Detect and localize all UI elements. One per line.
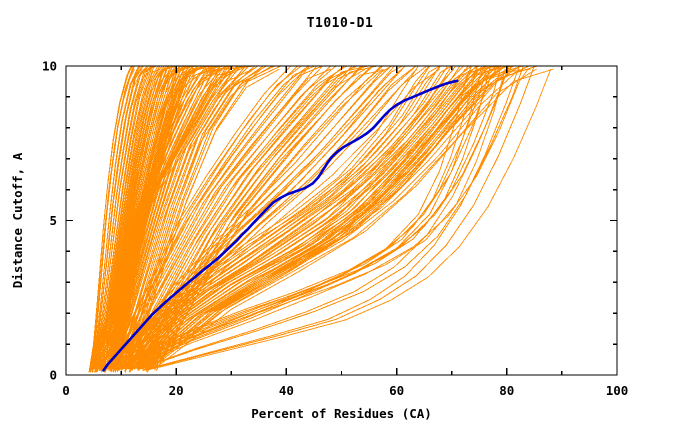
prediction-curve xyxy=(141,66,520,371)
prediction-curve xyxy=(108,66,189,371)
prediction-curves-group xyxy=(88,66,554,373)
x-tick-label: 80 xyxy=(499,383,514,398)
prediction-curve xyxy=(124,66,323,370)
prediction-curve xyxy=(123,66,486,370)
prediction-curve xyxy=(90,66,134,372)
prediction-curve xyxy=(106,66,230,370)
prediction-curve xyxy=(115,66,315,370)
prediction-curve xyxy=(150,66,538,370)
prediction-curve xyxy=(125,66,480,370)
prediction-curve xyxy=(101,66,230,369)
prediction-curve xyxy=(145,66,522,370)
prediction-curve xyxy=(141,66,499,370)
prediction-curve xyxy=(94,66,152,372)
prediction-curve xyxy=(127,66,267,369)
y-tick-label: 10 xyxy=(42,59,57,74)
prediction-curve xyxy=(138,66,491,370)
reference-curve xyxy=(102,79,459,372)
prediction-curve xyxy=(117,66,456,370)
prediction-curve xyxy=(122,66,472,370)
prediction-curve xyxy=(104,66,431,370)
prediction-curve xyxy=(133,66,499,367)
prediction-curve xyxy=(120,66,464,371)
prediction-curve xyxy=(91,66,140,371)
y-tick-label: 5 xyxy=(49,213,57,228)
prediction-curve xyxy=(148,68,537,370)
prediction-curve xyxy=(89,66,132,372)
prediction-curve xyxy=(138,66,510,370)
prediction-curve xyxy=(136,66,483,370)
x-tick-label: 20 xyxy=(169,383,184,398)
x-tick-label: 100 xyxy=(606,383,629,398)
prediction-curve xyxy=(134,66,513,367)
prediction-curve xyxy=(93,66,214,369)
prediction-curve xyxy=(112,66,249,373)
prediction-curve xyxy=(112,66,309,373)
prediction-curve xyxy=(114,66,382,367)
prediction-curve xyxy=(97,66,213,369)
x-tick-label: 0 xyxy=(62,383,70,398)
prediction-curve xyxy=(120,66,491,368)
prediction-curve xyxy=(139,66,524,370)
prediction-curve xyxy=(112,66,441,370)
prediction-curve xyxy=(109,66,292,370)
prediction-curve xyxy=(106,66,442,370)
prediction-curve xyxy=(106,66,226,369)
prediction-curve xyxy=(104,66,217,373)
prediction-curve xyxy=(125,66,488,368)
prediction-curve xyxy=(114,66,472,370)
prediction-curve xyxy=(130,66,496,370)
prediction-curve xyxy=(95,66,220,373)
x-axis-title: Percent of Residues (CA) xyxy=(251,406,432,421)
prediction-curve xyxy=(110,66,243,369)
prediction-curve xyxy=(126,66,502,368)
prediction-curve xyxy=(116,66,323,370)
prediction-curve xyxy=(120,66,478,368)
y-tick-label: 0 xyxy=(49,368,57,383)
prediction-curve xyxy=(109,66,440,371)
prediction-curve xyxy=(114,66,233,369)
prediction-curve xyxy=(108,66,234,371)
prediction-curve xyxy=(109,66,453,371)
prediction-curve xyxy=(137,68,529,367)
prediction-curve xyxy=(92,66,143,372)
prediction-curve xyxy=(110,66,248,370)
prediction-curve xyxy=(112,66,254,373)
prediction-curve xyxy=(154,68,554,370)
chart-title: T1010-D1 xyxy=(306,16,374,31)
prediction-curve xyxy=(117,66,242,371)
prediction-curve xyxy=(112,66,453,370)
prediction-curve xyxy=(105,66,178,372)
prediction-curve xyxy=(104,66,221,373)
prediction-curve xyxy=(115,66,486,370)
prediction-curve xyxy=(114,66,448,371)
prediction-curve xyxy=(120,66,310,371)
prediction-curve xyxy=(145,66,353,373)
prediction-curve xyxy=(145,68,552,371)
prediction-curve xyxy=(131,66,282,371)
prediction-curve xyxy=(95,66,155,369)
prediction-curve xyxy=(115,66,461,371)
prediction-curve xyxy=(96,66,153,372)
x-tick-label: 40 xyxy=(279,383,294,398)
axes-group xyxy=(65,65,618,376)
reference-curve-group xyxy=(102,79,459,372)
y-axis-title: Distance Cutoff, A xyxy=(10,152,25,288)
prediction-curve xyxy=(121,66,255,370)
prediction-curve xyxy=(99,66,222,371)
axis-labels-group: 0 20 40 60 80 100 0 5 10 Percent of Residues (CA)… xyxy=(10,59,628,422)
prediction-curve xyxy=(112,66,302,373)
prediction-curve xyxy=(109,66,193,369)
prediction-curve xyxy=(120,66,318,371)
prediction-curve xyxy=(142,66,535,371)
prediction-curve xyxy=(144,66,507,370)
prediction-curve xyxy=(128,66,488,370)
prediction-curve xyxy=(93,66,148,369)
x-tick-label: 60 xyxy=(389,383,404,398)
